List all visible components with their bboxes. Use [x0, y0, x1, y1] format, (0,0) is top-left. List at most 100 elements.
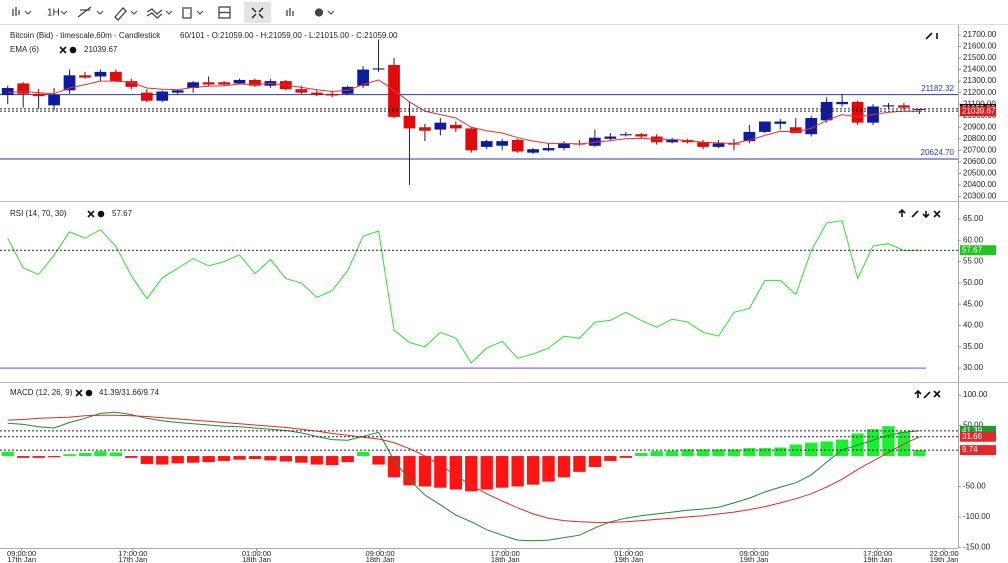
histogram-bar: [913, 450, 926, 457]
candle-body: [295, 89, 308, 93]
y-tick-label: 20400.00: [963, 180, 997, 189]
remove-macd[interactable]: [75, 389, 83, 397]
y-tick-label: 21500.00: [963, 53, 997, 62]
y-tick-label: 20700.00: [963, 145, 997, 154]
remove-ema[interactable]: [59, 46, 67, 54]
histogram-bar: [109, 452, 123, 457]
candle-body: [449, 124, 462, 129]
macd-settings[interactable]: [85, 389, 93, 397]
y-tick-label: 35.00: [963, 342, 984, 351]
histogram-bar: [542, 456, 555, 482]
histogram-bar: [557, 456, 571, 478]
x-tick-label: 17:00:00: [118, 549, 147, 558]
x-tick-label: 17:00:00: [491, 549, 520, 558]
timeframe-button[interactable]: 1H: [47, 8, 60, 19]
histogram-bar: [774, 447, 787, 457]
x-tick-label: 17:00:00: [863, 549, 892, 558]
x-tick-label: 09:00:00: [739, 549, 768, 558]
y-tick-label: 20800.00: [963, 134, 997, 143]
macd-marker-label: 41.39: [962, 426, 983, 435]
candle-body: [357, 69, 369, 86]
rsi-legend: RSI (14, 70, 30): [10, 209, 67, 218]
candle-body: [156, 91, 169, 101]
candle-body: [1, 88, 14, 95]
candle-body: [728, 143, 740, 145]
fib-tool-button[interactable]: [146, 8, 173, 19]
candle-body: [820, 101, 833, 121]
histogram-bar: [1, 451, 14, 457]
histogram-bar: [125, 456, 138, 458]
x-tick-label: 09:00:00: [366, 549, 395, 558]
indicators-button[interactable]: [286, 8, 294, 16]
chart-type-button[interactable]: [12, 7, 32, 16]
candle-body: [697, 142, 709, 147]
candle-body: [79, 75, 91, 78]
candle-body: [140, 92, 153, 101]
macd-line: [7, 411, 920, 542]
zoom-button-active[interactable]: [244, 2, 271, 23]
line-tool-button[interactable]: [77, 6, 104, 18]
delete-button[interactable]: [182, 7, 204, 19]
rsi-settings[interactable]: [97, 210, 105, 218]
y-tick-label: 55.00: [963, 257, 984, 266]
histogram-bar: [202, 456, 215, 463]
maximize-price[interactable]: [925, 32, 938, 40]
ema-legend-value: 21039.67: [84, 45, 118, 54]
histogram-marker-label: 9.74: [962, 445, 978, 454]
y-tick-label: 21300.00: [963, 76, 997, 85]
y-tick-label: 45.00: [963, 299, 984, 308]
ema-settings[interactable]: [69, 46, 77, 54]
candle-body: [187, 82, 200, 89]
macd-legend-value: 41.39/31.66/9.74: [99, 388, 160, 397]
candle-body: [48, 94, 60, 106]
histogram-bar: [758, 448, 772, 457]
histogram-bar: [326, 456, 339, 466]
histogram-bar: [217, 456, 231, 461]
candle-body: [666, 139, 679, 143]
histogram-bar: [171, 456, 184, 464]
histogram-marker-box: [960, 445, 996, 456]
y-tick-label: 60.00: [963, 235, 984, 244]
candle-body: [218, 82, 230, 85]
ema-legend: EMA (6): [10, 45, 39, 54]
histogram-bar: [495, 456, 509, 488]
candle-body: [635, 134, 648, 137]
histogram-bar: [356, 451, 370, 457]
rsi-marker-label: 57.67: [962, 245, 983, 254]
candle-body: [527, 149, 539, 153]
draw-tool-button[interactable]: [114, 7, 138, 21]
candle-body: [465, 128, 478, 151]
candle-body: [604, 136, 617, 139]
macd-panel-controls[interactable]: [914, 389, 941, 399]
histogram-bar: [341, 456, 354, 463]
layout-button[interactable]: [218, 6, 231, 19]
histogram-bar: [279, 456, 293, 462]
remove-rsi[interactable]: [87, 210, 95, 218]
histogram-bar: [449, 456, 463, 490]
candle-body: [202, 82, 215, 85]
candle-body: [712, 143, 725, 147]
histogram-bar: [186, 456, 200, 463]
y-tick-label: -50.00: [963, 482, 986, 491]
candle-body: [434, 122, 447, 130]
ema-line: [7, 79, 920, 145]
candle-body: [496, 141, 509, 146]
x-tick-sublabel: 18th Jan: [366, 555, 395, 563]
dropdown: [60, 10, 68, 15]
y-tick-label: -100.00: [963, 512, 991, 521]
rsi-panel-controls[interactable]: [898, 208, 941, 219]
x-tick-label: 01:00:00: [614, 549, 643, 558]
candle-body: [17, 83, 30, 94]
settings-button[interactable]: [314, 8, 335, 17]
candle-body: [249, 79, 261, 86]
candle-body: [403, 115, 416, 129]
rsi-legend-value: 57.67: [112, 209, 133, 218]
x-tick-sublabel: 19th Jan: [863, 555, 892, 563]
y-tick-label: 21600.00: [963, 42, 997, 51]
histogram-bar: [434, 456, 447, 488]
histogram-bar: [94, 451, 107, 457]
candle-body: [589, 137, 601, 146]
candle-body: [542, 148, 555, 151]
candle-body: [758, 121, 771, 132]
panel-icons: [59, 32, 941, 399]
